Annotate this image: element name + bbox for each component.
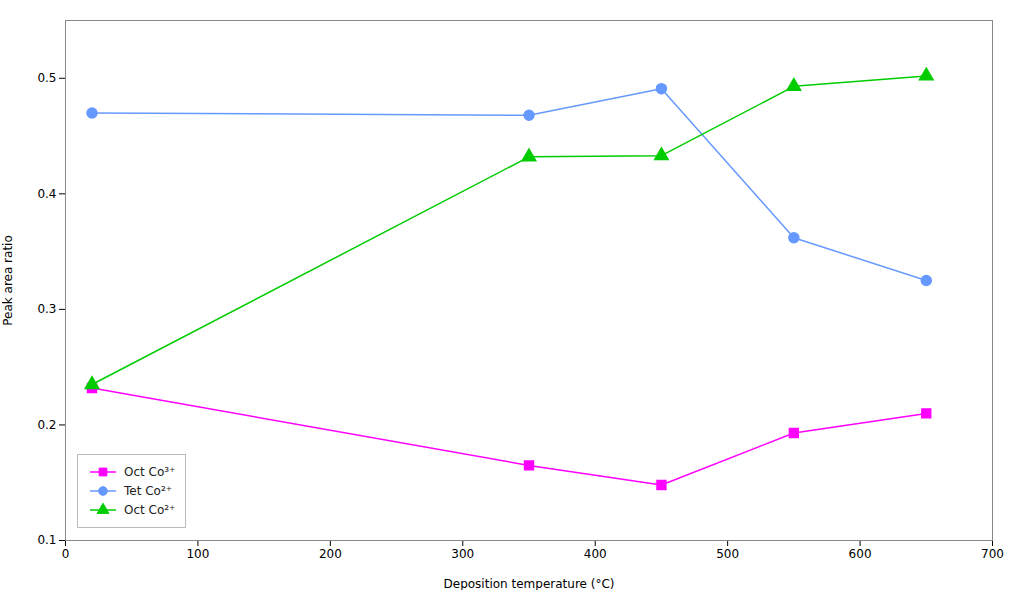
- svg-text:500: 500: [716, 547, 739, 561]
- svg-text:0.3: 0.3: [37, 302, 56, 316]
- html-text:Oct Co²⁺: Oct Co²⁺: [124, 503, 176, 517]
- svg-text:0.1: 0.1: [37, 533, 56, 547]
- svg-text:200: 200: [319, 547, 342, 561]
- html-text:Tet Co²⁺: Tet Co²⁺: [124, 484, 173, 498]
- svg-text:0.2: 0.2: [37, 418, 56, 432]
- svg-text:300: 300: [451, 547, 474, 561]
- svg-text:Peak area ratio: Peak area ratio: [1, 235, 15, 326]
- svg-text:700: 700: [981, 547, 1004, 561]
- html-text:Oct Co³⁺: Oct Co³⁺: [124, 465, 176, 479]
- svg-text:600: 600: [849, 547, 872, 561]
- svg-text:Deposition temperature (°C): Deposition temperature (°C): [444, 577, 615, 591]
- svg-text:400: 400: [584, 547, 607, 561]
- svg-text:100: 100: [186, 547, 209, 561]
- svg-text:0.4: 0.4: [37, 187, 56, 201]
- svg-text:0.5: 0.5: [37, 71, 56, 85]
- svg-text:0: 0: [62, 547, 70, 561]
